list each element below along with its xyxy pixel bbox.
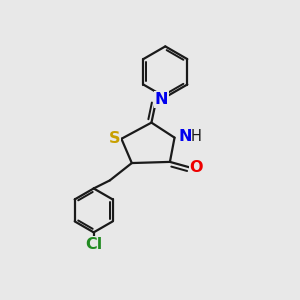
Text: S: S (109, 131, 121, 146)
Text: H: H (191, 129, 202, 144)
Text: Cl: Cl (85, 237, 102, 252)
Text: N: N (154, 92, 168, 107)
Text: O: O (190, 160, 203, 175)
Text: N: N (179, 129, 192, 144)
